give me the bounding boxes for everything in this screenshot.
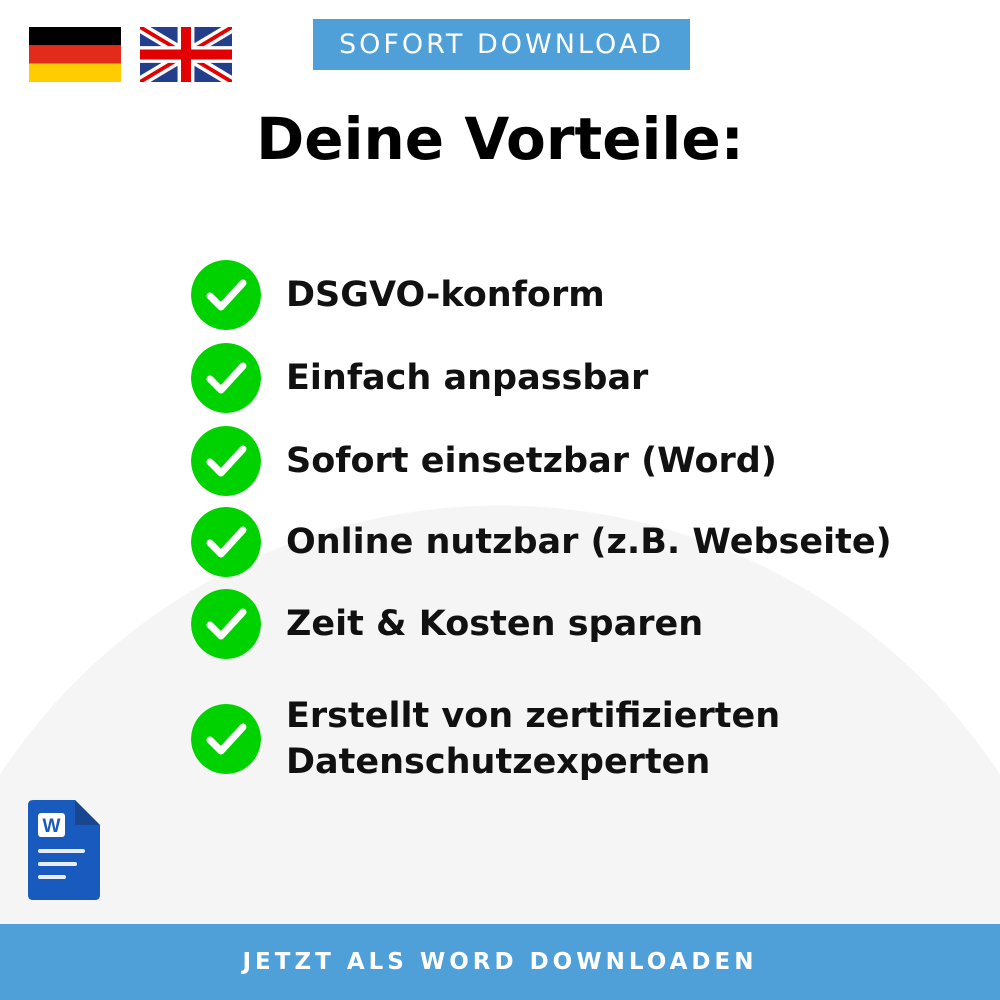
germany-flag-icon[interactable] [29,27,121,82]
page-title: Deine Vorteile: [256,105,744,173]
benefit-label: DSGVO-konform [286,275,605,315]
download-word-button[interactable]: JETZT ALS WORD DOWNLOADEN [0,924,1000,1000]
sofort-download-badge[interactable]: SOFORT DOWNLOAD [313,19,690,70]
benefit-label: Online nutzbar (z.B. Webseite) [286,522,892,562]
benefit-item: Sofort einsetzbar (Word) [191,426,777,496]
benefit-label: Sofort einsetzbar (Word) [286,441,777,481]
benefit-item: Zeit & Kosten sparen [191,589,703,659]
benefit-label: Einfach anpassbar [286,358,649,398]
benefit-label: Erstellt von zertifizierten Datenschutzex… [286,696,781,782]
uk-flag-icon[interactable] [140,27,232,82]
benefit-item: Einfach anpassbar [191,343,648,413]
check-circle-icon [191,507,261,577]
check-circle-icon [191,589,261,659]
check-circle-icon [191,426,261,496]
word-document-icon: W [28,800,100,900]
check-circle-icon [191,260,261,330]
check-circle-icon [191,343,261,413]
benefit-item: Erstellt von zertifizierten Datenschutzex… [191,693,780,785]
benefit-item: Online nutzbar (z.B. Webseite) [191,507,892,577]
word-icon-letter: W [43,816,61,837]
benefit-label: Zeit & Kosten sparen [286,604,704,644]
benefit-item: DSGVO-konform [191,260,605,330]
check-circle-icon [191,704,261,774]
